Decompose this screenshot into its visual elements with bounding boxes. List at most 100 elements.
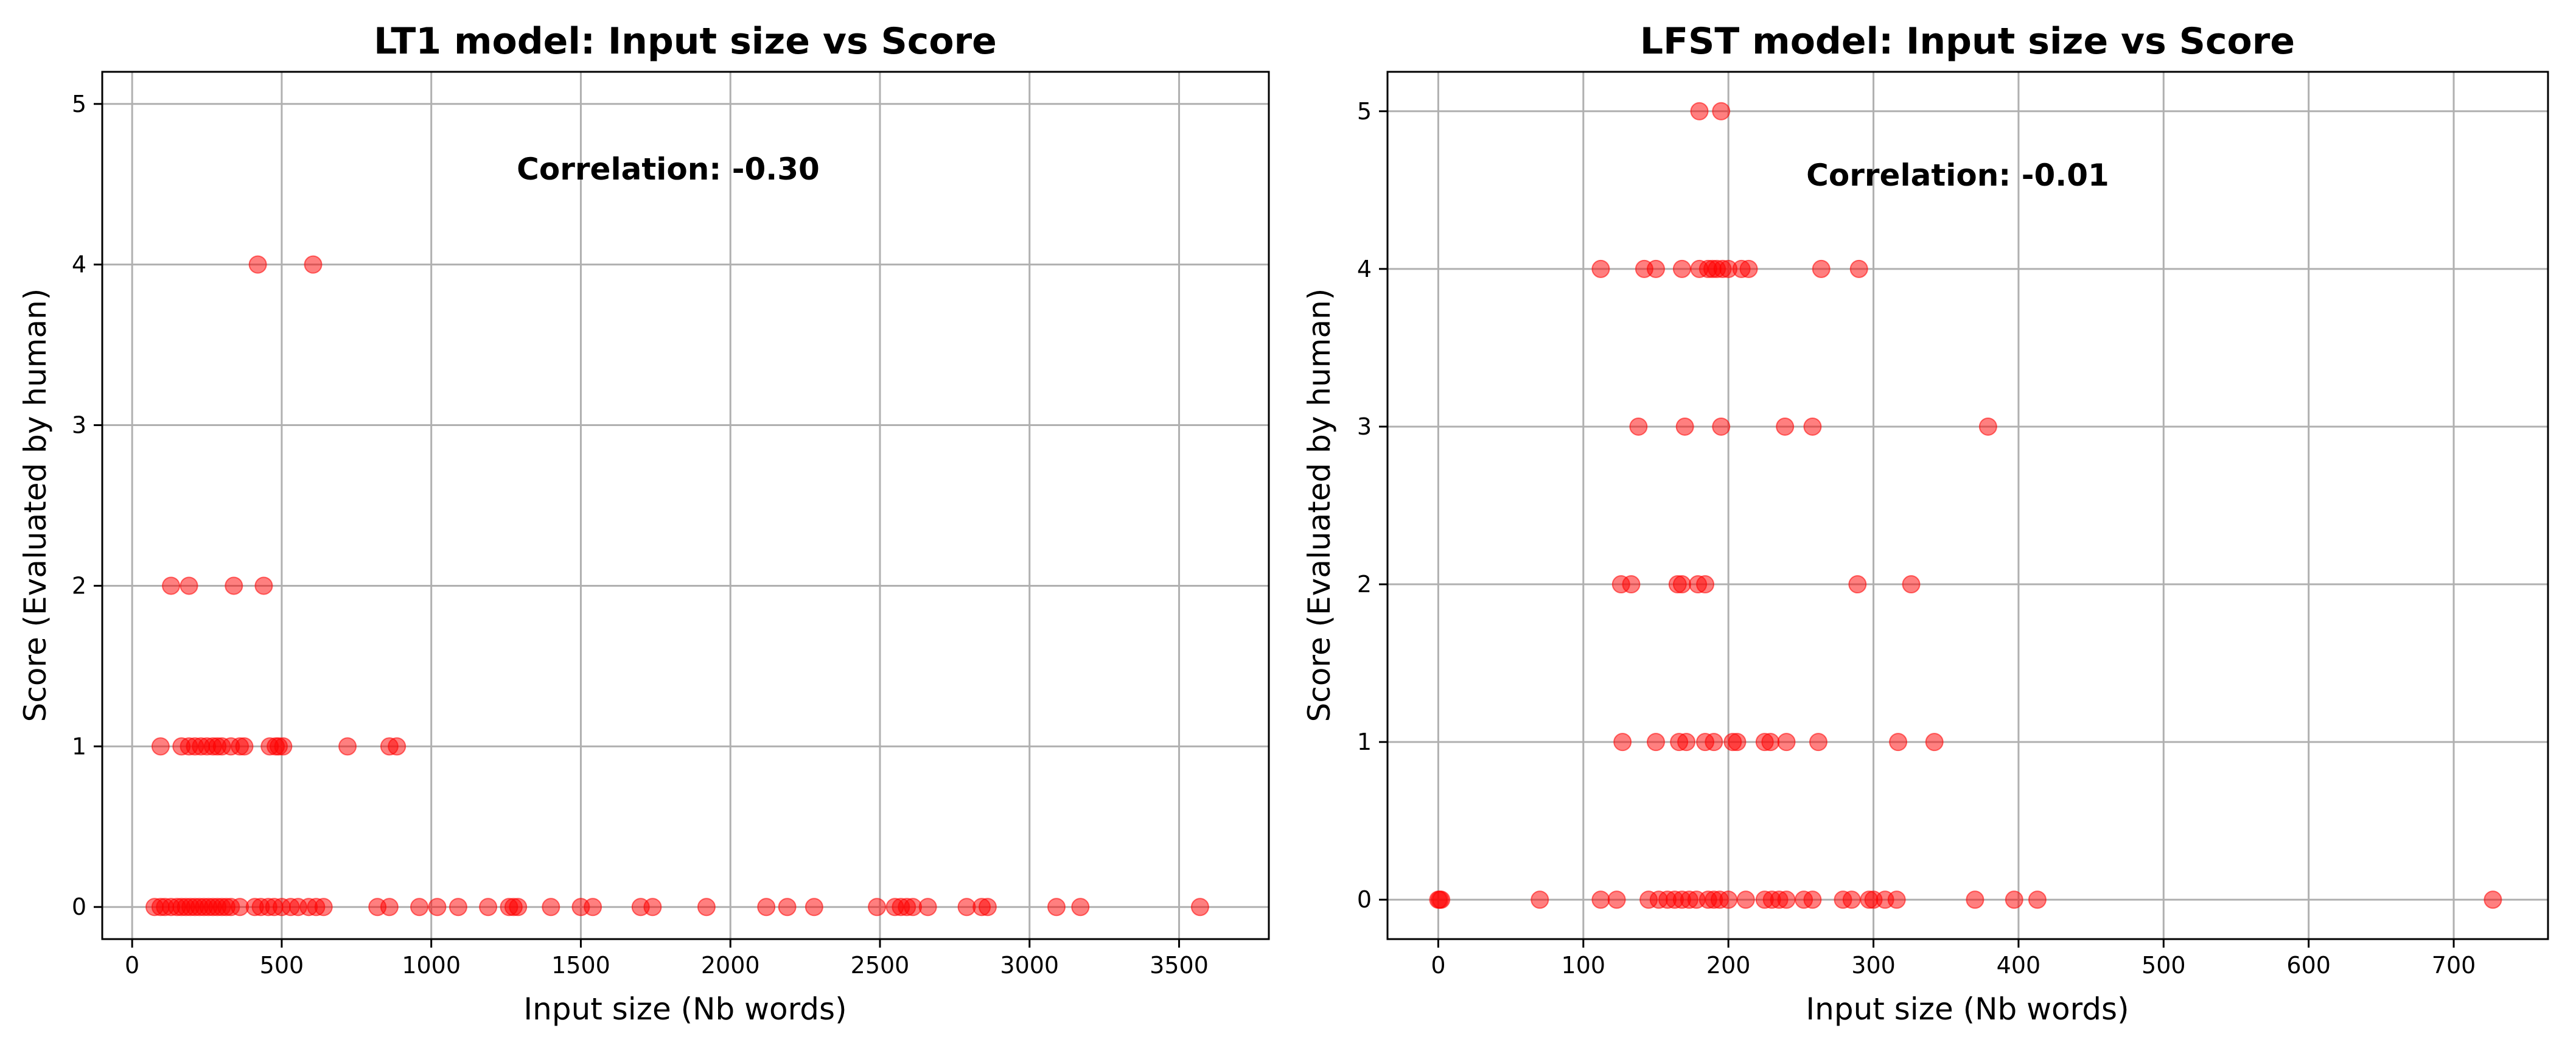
scatter-point (1849, 259, 1868, 278)
axis-ticks: 0 100 200 300 400 500 600 700 0 1 2 3 4 5 (1357, 98, 2476, 979)
correlation-annotation: Correlation: -0.01 (1806, 158, 2109, 193)
scatter-point (1887, 890, 1906, 909)
scatter-point (479, 898, 498, 917)
scatter-point (1812, 259, 1831, 278)
y-tick-label: 1 (72, 733, 86, 760)
scatter-point (1925, 733, 1944, 752)
scatter-point (1776, 417, 1795, 436)
scatter-point (1803, 890, 1822, 909)
axis-ticks: 0 500 1000 1500 2000 2500 3000 3500 0 1 2 3 4 5 (72, 91, 1209, 979)
scatter-point (697, 898, 716, 917)
scatter-point (1809, 733, 1827, 752)
scatter-point (1622, 575, 1641, 594)
scatter-point (1672, 259, 1691, 278)
scatter-point (1190, 898, 1209, 917)
y-tick-label: 0 (72, 893, 86, 920)
scatter-point (1531, 890, 1549, 909)
x-tick-label: 400 (1997, 952, 2041, 979)
x-tick-label: 1000 (402, 952, 461, 979)
scatter-point (1739, 259, 1758, 278)
scatter-point (584, 898, 602, 917)
plot-frame (1386, 71, 2549, 940)
y-tick-label: 4 (72, 251, 86, 278)
plot-frame (101, 71, 1270, 940)
y-axis-label: Score (Evaluated by human) (1302, 288, 1337, 722)
scatter-point (1848, 575, 1867, 594)
scatter-point (1978, 417, 1997, 436)
scatter-point (1629, 417, 1648, 436)
x-axis-label: Input size (Nb words) (1806, 991, 2129, 1027)
scatter-point (868, 898, 887, 917)
scatter-point (1889, 733, 1908, 752)
y-tick-label: 5 (72, 91, 86, 117)
scatter-point (978, 898, 997, 917)
x-tick-label: 0 (125, 952, 139, 979)
scatter-point (1736, 890, 1755, 909)
scatter-point (1712, 417, 1731, 436)
x-tick-label: 0 (1431, 952, 1445, 979)
y-tick-label: 3 (72, 412, 86, 439)
x-tick-label: 2000 (701, 952, 760, 979)
correlation-annotation: Correlation: -0.30 (517, 152, 820, 187)
scatter-point (1902, 575, 1921, 594)
scatter-point (1728, 733, 1747, 752)
scatter-point (380, 898, 399, 917)
scatter-point (274, 737, 293, 756)
scatter-point (162, 576, 181, 595)
x-tick-label: 500 (260, 952, 304, 979)
y-tick-label: 0 (1357, 886, 1372, 913)
scatter-point (1591, 890, 1610, 909)
x-tick-label: 100 (1562, 952, 1606, 979)
scatter-point (1761, 733, 1780, 752)
scatter-point (2484, 890, 2502, 909)
scatter-point (1966, 890, 1984, 909)
y-tick-label: 5 (1357, 98, 1372, 125)
scatter-point (338, 737, 357, 756)
scatter-point (1607, 890, 1626, 909)
x-tick-label: 1500 (551, 952, 610, 979)
scatter-point (757, 898, 776, 917)
scatter-point (1432, 890, 1451, 909)
scatter-point (1719, 890, 1738, 909)
scatter-point (1696, 575, 1715, 594)
chart-title: LFST model: Input size vs Score (1640, 20, 2295, 63)
scatter-point (1777, 890, 1796, 909)
scatter-point (1705, 733, 1723, 752)
scatter-point (1591, 259, 1610, 278)
scatter-point (1047, 898, 1066, 917)
x-tick-label: 700 (2432, 952, 2476, 979)
x-tick-label: 2500 (851, 952, 910, 979)
scatter-point (2005, 890, 2023, 909)
y-axis-label: Score (Evaluated by human) (18, 288, 53, 722)
scatter-point (1675, 417, 1694, 436)
scatter-point (778, 898, 797, 917)
scatter-point (304, 255, 323, 274)
scatter-point (509, 898, 528, 917)
data-points (145, 255, 1209, 917)
scatter-point (2028, 890, 2047, 909)
scatter-point (1672, 575, 1691, 594)
scatter-point (1842, 890, 1861, 909)
chart-title: LT1 model: Input size vs Score (374, 20, 997, 63)
scatter-point (1646, 733, 1665, 752)
scatter-point (805, 898, 823, 917)
scatter-point (1690, 102, 1709, 121)
scatter-point (1712, 102, 1731, 121)
scatter-point (314, 898, 333, 917)
scatter-point (388, 737, 407, 756)
y-tick-label: 3 (1357, 413, 1372, 440)
scatter-point (410, 898, 429, 917)
gridlines (1387, 72, 2548, 939)
y-tick-label: 2 (72, 572, 86, 599)
scatter-point (1646, 259, 1665, 278)
gridlines (102, 72, 1269, 939)
x-tick-label: 500 (2141, 952, 2186, 979)
x-tick-label: 600 (2286, 952, 2331, 979)
scatter-point (151, 737, 170, 756)
scatter-point (225, 576, 243, 595)
x-tick-label: 3500 (1150, 952, 1209, 979)
scatter-point (542, 898, 560, 917)
scatter-point (235, 737, 254, 756)
y-tick-label: 2 (1357, 571, 1372, 598)
